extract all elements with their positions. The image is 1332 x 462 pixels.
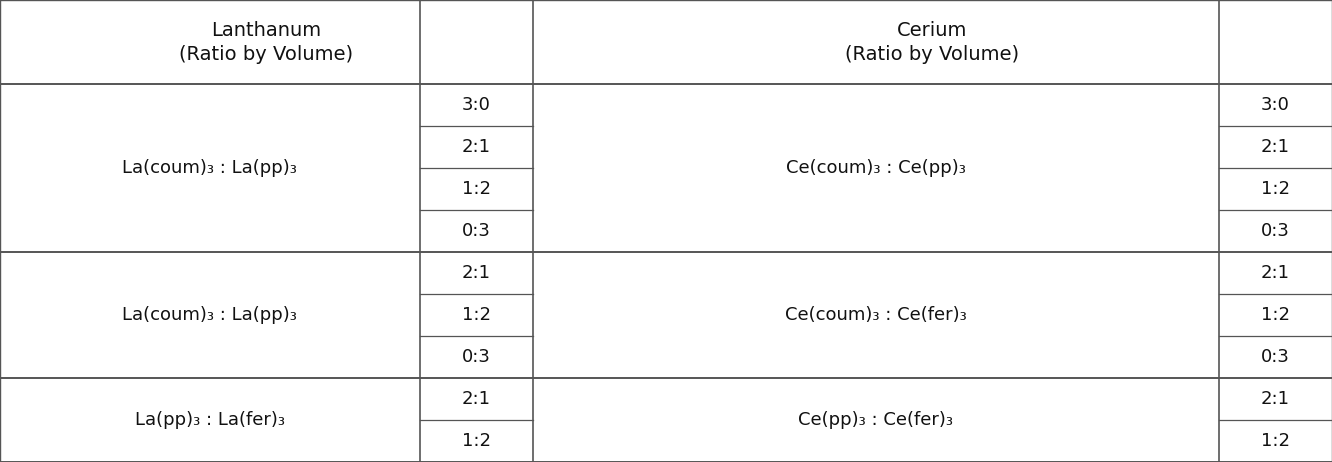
Text: La(coum)₃ : La(pp)₃: La(coum)₃ : La(pp)₃ [123,159,297,177]
Text: 3:0: 3:0 [462,96,490,114]
Text: 2:1: 2:1 [462,264,490,282]
Text: 1:2: 1:2 [1261,180,1289,198]
Text: (Ratio by Volume): (Ratio by Volume) [846,45,1019,64]
Text: 2:1: 2:1 [1261,138,1289,156]
Text: Ce(coum)₃ : Ce(fer)₃: Ce(coum)₃ : Ce(fer)₃ [785,306,967,324]
Text: Lanthanum: Lanthanum [212,21,321,40]
Text: 0:3: 0:3 [462,222,490,240]
Text: 2:1: 2:1 [462,390,490,408]
Text: 0:3: 0:3 [462,348,490,366]
Text: 3:0: 3:0 [1261,96,1289,114]
Text: 0:3: 0:3 [1261,348,1289,366]
Text: 1:2: 1:2 [1261,306,1289,324]
Text: Ce(coum)₃ : Ce(pp)₃: Ce(coum)₃ : Ce(pp)₃ [786,159,966,177]
Text: 0:3: 0:3 [1261,222,1289,240]
Text: 1:2: 1:2 [462,180,490,198]
Text: 2:1: 2:1 [1261,390,1289,408]
Text: Cerium: Cerium [898,21,967,40]
Text: La(pp)₃ : La(fer)₃: La(pp)₃ : La(fer)₃ [135,411,285,429]
Text: 1:2: 1:2 [462,306,490,324]
Text: La(coum)₃ : La(pp)₃: La(coum)₃ : La(pp)₃ [123,306,297,324]
Text: Ce(pp)₃ : Ce(fer)₃: Ce(pp)₃ : Ce(fer)₃ [798,411,954,429]
Text: (Ratio by Volume): (Ratio by Volume) [180,45,353,64]
Text: 2:1: 2:1 [462,138,490,156]
Text: 1:2: 1:2 [462,432,490,450]
Text: 1:2: 1:2 [1261,432,1289,450]
Text: 2:1: 2:1 [1261,264,1289,282]
